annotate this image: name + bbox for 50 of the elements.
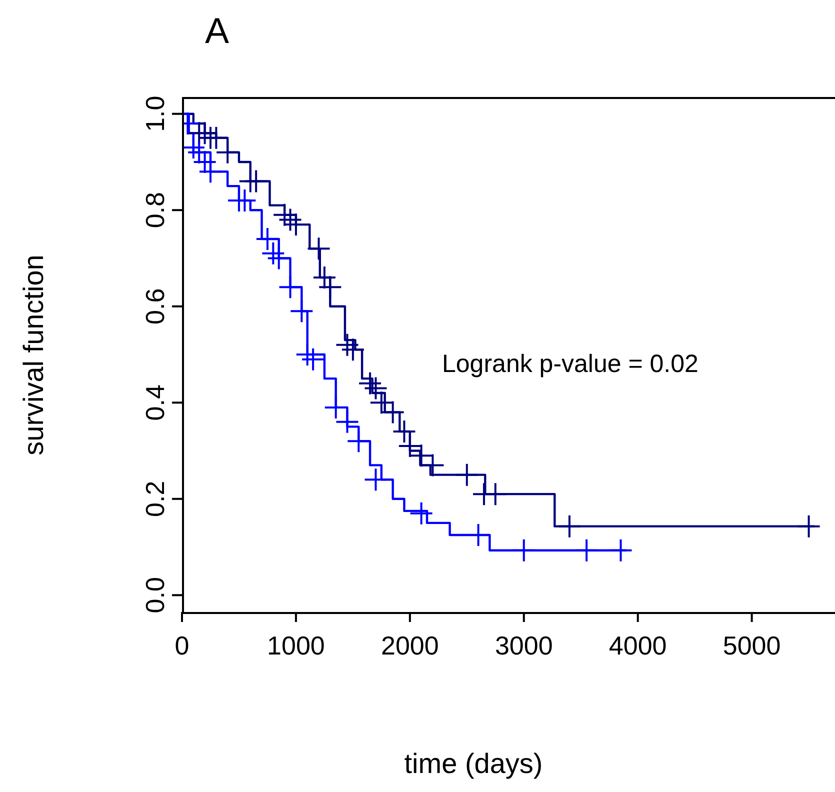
y-axis-title: survival function (18, 254, 50, 455)
point (262, 242, 284, 264)
point (359, 372, 382, 394)
point (268, 247, 290, 270)
point (188, 141, 210, 164)
point (336, 334, 358, 356)
chart-title: A (205, 10, 230, 52)
point (610, 539, 632, 562)
point (279, 208, 302, 231)
point (410, 502, 432, 524)
point (382, 401, 404, 424)
point (364, 377, 387, 400)
y-tick-label: 0.6 (140, 288, 170, 324)
point (576, 539, 598, 562)
point (364, 468, 387, 491)
point (336, 410, 358, 433)
point (484, 483, 506, 506)
point (194, 150, 216, 173)
point (308, 238, 330, 260)
annotation: Logrank p-value = 0.02 (442, 350, 698, 379)
y-tick-label: 0.0 (140, 577, 170, 614)
x-tick-label: 2000 (381, 630, 439, 660)
x-tick-label: 5000 (722, 630, 781, 660)
point (398, 434, 421, 457)
y-tick-label: 1.0 (140, 96, 170, 132)
x-axis-title: time (days) (403, 748, 544, 780)
point (393, 420, 416, 443)
x-tick-label: 1000 (267, 630, 325, 660)
point (342, 338, 364, 361)
point (290, 300, 313, 322)
x-tick-label: 0 (174, 630, 190, 660)
point (205, 126, 228, 149)
x-tick-label: 3000 (494, 630, 553, 660)
point (279, 276, 302, 298)
point (370, 392, 392, 414)
y-tick-label: 0.2 (140, 480, 170, 517)
point (319, 276, 342, 298)
y-tick-label: 0.8 (140, 192, 170, 228)
point (245, 170, 268, 192)
point (216, 141, 239, 164)
x-tick-label: 4000 (608, 630, 667, 660)
point (302, 348, 324, 370)
point (558, 515, 580, 538)
point (410, 444, 432, 467)
point (512, 539, 535, 562)
point (348, 430, 370, 452)
point (422, 454, 444, 476)
point (456, 464, 478, 486)
point (798, 515, 820, 538)
y-tick-label: 0.4 (140, 384, 170, 421)
